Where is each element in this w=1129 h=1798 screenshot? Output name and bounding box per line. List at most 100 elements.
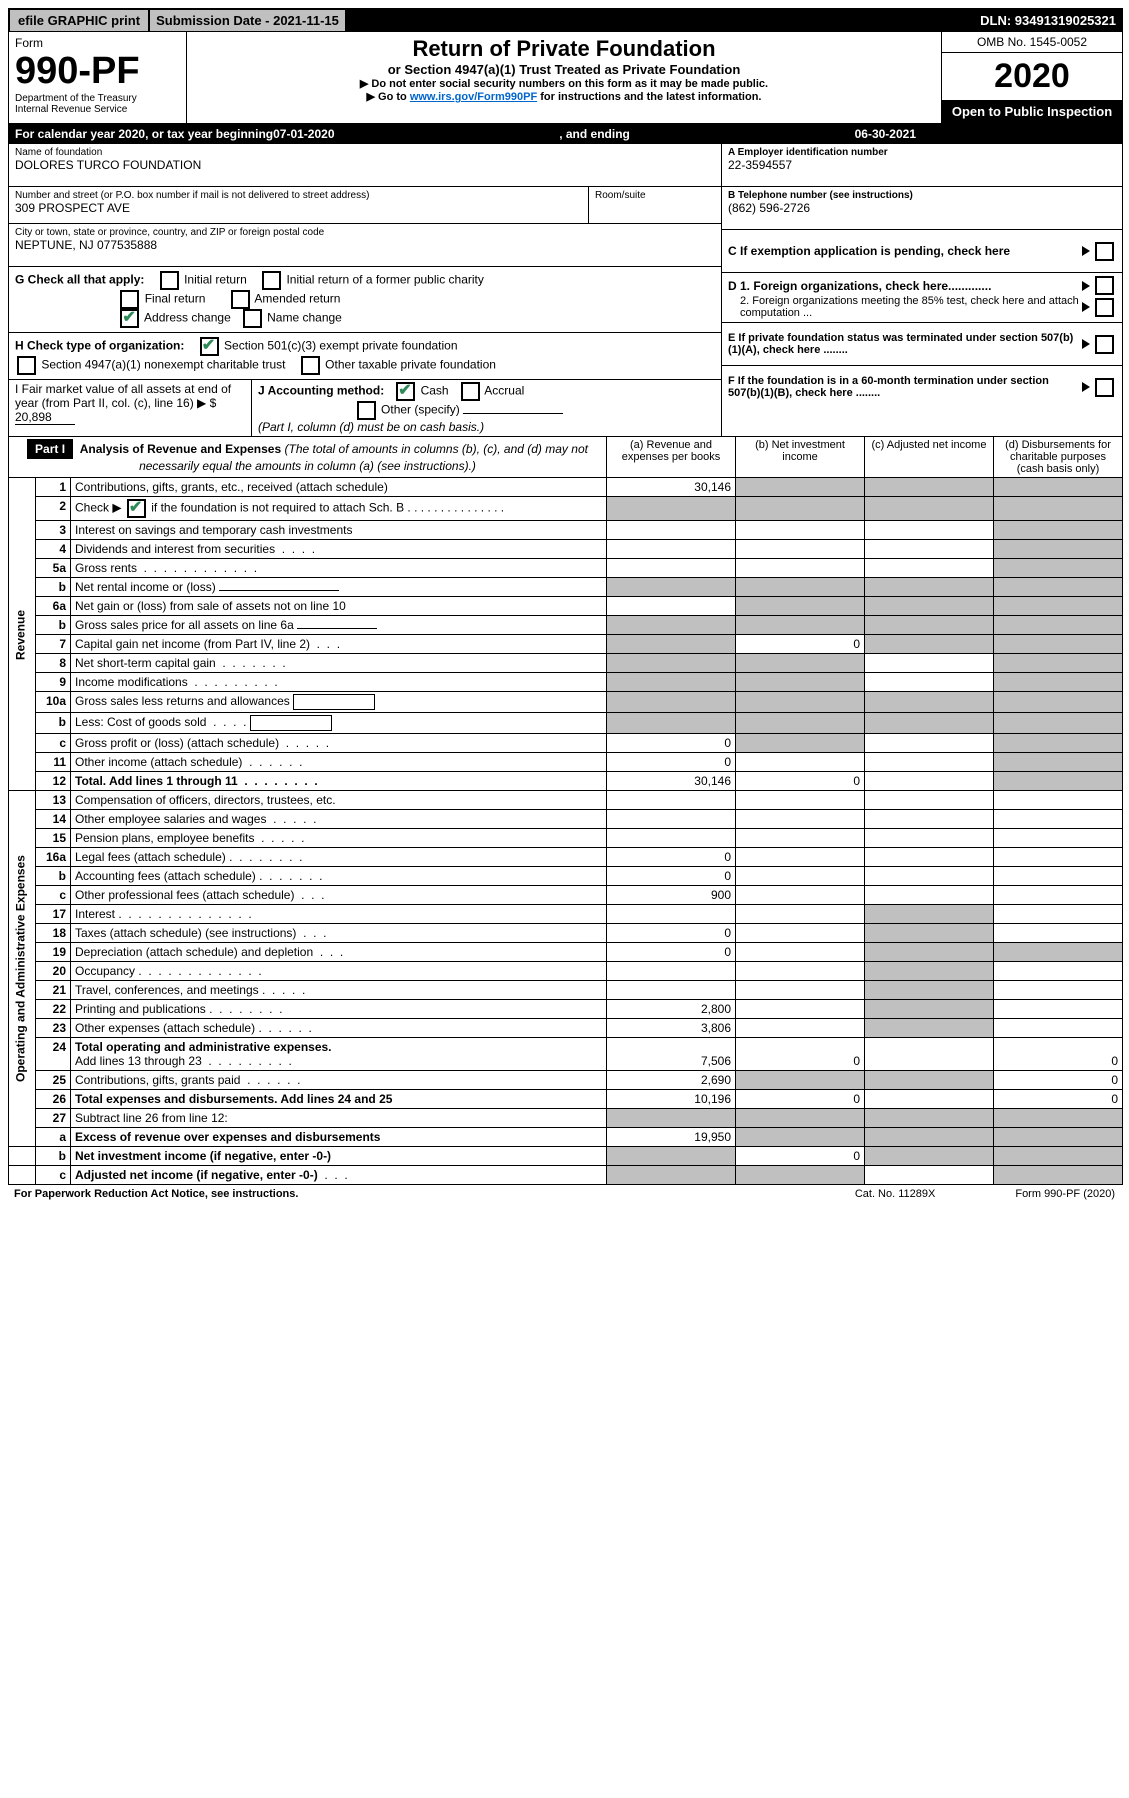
table-row: 9Income modifications . . . . . . . . .: [9, 673, 1122, 692]
table-row: bNet investment income (if negative, ent…: [9, 1147, 1122, 1166]
l2: Check ▶ if the foundation is not require…: [71, 497, 607, 521]
l24-a: 7,506: [607, 1038, 736, 1071]
table-row: 26Total expenses and disbursements. Add …: [9, 1090, 1122, 1109]
section-j: J Accounting method: Cash Accrual Other …: [252, 380, 721, 436]
l27a-a: 19,950: [607, 1128, 736, 1147]
4947-checkbox[interactable]: [17, 356, 36, 375]
l26-d: 0: [994, 1090, 1123, 1109]
d1-label: D 1. Foreign organizations, check here..…: [728, 279, 1079, 293]
table-row: 20Occupancy . . . . . . . . . . . . .: [9, 962, 1122, 981]
other-taxable-label: Other taxable private foundation: [325, 358, 496, 372]
cy-mid: , and ending: [335, 127, 855, 141]
form-container: efile GRAPHIC print Submission Date - 20…: [8, 8, 1123, 1185]
l24: Total operating and administrative expen…: [71, 1038, 607, 1071]
table-row: 23Other expenses (attach schedule) . . .…: [9, 1019, 1122, 1038]
f-checkbox[interactable]: [1095, 378, 1114, 397]
pra-notice: For Paperwork Reduction Act Notice, see …: [14, 1188, 298, 1200]
l10c-a: 0: [607, 734, 736, 753]
l25: Contributions, gifts, grants paid . . . …: [71, 1071, 607, 1090]
l26-b: 0: [736, 1090, 865, 1109]
accrual-checkbox[interactable]: [461, 382, 480, 401]
amended-return: Amended return: [254, 292, 340, 306]
l5a: Gross rents . . . . . . . . . . . .: [71, 559, 607, 578]
col-b-header: (b) Net investment income: [736, 437, 865, 478]
4947-label: Section 4947(a)(1) nonexempt charitable …: [41, 358, 285, 372]
note2-pre: ▶ Go to: [367, 91, 410, 103]
table-row: cGross profit or (loss) (attach schedule…: [9, 734, 1122, 753]
other-taxable-checkbox[interactable]: [301, 356, 320, 375]
l20: Occupancy . . . . . . . . . . . . .: [71, 962, 607, 981]
form-title: Return of Private Foundation: [193, 36, 935, 62]
name-change-checkbox[interactable]: [243, 309, 262, 328]
table-row: bNet rental income or (loss): [9, 578, 1122, 597]
l25-d: 0: [994, 1071, 1123, 1090]
d2-checkbox[interactable]: [1095, 298, 1114, 317]
l12-a: 30,146: [607, 772, 736, 791]
efile-print-button[interactable]: efile GRAPHIC print: [9, 9, 149, 32]
table-row: 4Dividends and interest from securities …: [9, 540, 1122, 559]
year-block: OMB No. 1545-0052 2020 Open to Public In…: [941, 32, 1122, 123]
calendar-year-row: For calendar year 2020, or tax year begi…: [9, 124, 1122, 144]
expenses-side-label: Operating and Administrative Expenses: [9, 791, 36, 1147]
c-checkbox[interactable]: [1095, 242, 1114, 261]
l14: Other employee salaries and wages . . . …: [71, 810, 607, 829]
table-row: bAccounting fees (attach schedule) . . .…: [9, 867, 1122, 886]
cy-pre: For calendar year 2020, or tax year begi…: [15, 127, 273, 141]
title-block: Return of Private Foundation or Section …: [187, 32, 941, 123]
table-row: 25Contributions, gifts, grants paid . . …: [9, 1071, 1122, 1090]
name-label: Name of foundation: [15, 147, 715, 158]
table-row: 16aLegal fees (attach schedule) . . . . …: [9, 848, 1122, 867]
section-g: G Check all that apply: Initial return I…: [9, 267, 721, 333]
501c3-checkbox[interactable]: [200, 337, 219, 356]
l22-a: 2,800: [607, 1000, 736, 1019]
amended-return-checkbox[interactable]: [231, 290, 250, 309]
l1-a: 30,146: [607, 478, 736, 497]
l24-d: 0: [994, 1038, 1123, 1071]
l12: Total. Add lines 1 through 11 . . . . . …: [71, 772, 607, 791]
form-footer: Form 990-PF (2020): [1015, 1188, 1115, 1200]
table-row: 19Depreciation (attach schedule) and dep…: [9, 943, 1122, 962]
l7: Capital gain net income (from Part IV, l…: [71, 635, 607, 654]
part1-badge: Part I: [27, 439, 73, 459]
cat-no: Cat. No. 11289X: [855, 1188, 936, 1200]
table-row: 7Capital gain net income (from Part IV, …: [9, 635, 1122, 654]
section-h: H Check type of organization: Section 50…: [9, 333, 721, 379]
ein-value: 22-3594557: [728, 158, 1116, 172]
name-change: Name change: [267, 311, 342, 325]
phone-label: B Telephone number (see instructions): [728, 190, 1116, 201]
phone-value: (862) 596-2726: [728, 201, 1116, 215]
e-label: E If private foundation status was termi…: [728, 332, 1079, 356]
submission-date-label: Submission Date - 2021-11-15: [149, 9, 346, 32]
schb-checkbox[interactable]: [127, 499, 146, 518]
form-subtitle: or Section 4947(a)(1) Trust Treated as P…: [193, 62, 935, 77]
entity-right: A Employer identification number 22-3594…: [721, 144, 1122, 436]
cash-checkbox[interactable]: [396, 382, 415, 401]
e-row: E If private foundation status was termi…: [722, 323, 1122, 366]
initial-return-checkbox[interactable]: [160, 271, 179, 290]
final-return: Final return: [145, 292, 206, 306]
room-label: Room/suite: [595, 190, 715, 201]
c-row: C If exemption application is pending, c…: [722, 230, 1122, 273]
h-label: H Check type of organization:: [15, 339, 184, 353]
table-row: 24Total operating and administrative exp…: [9, 1038, 1122, 1071]
l24-b: 0: [736, 1038, 865, 1071]
other-method-checkbox[interactable]: [357, 401, 376, 420]
d1-checkbox[interactable]: [1095, 276, 1114, 295]
501c3-label: Section 501(c)(3) exempt private foundat…: [224, 339, 457, 353]
tax-year: 2020: [942, 53, 1122, 100]
l23-a: 3,806: [607, 1019, 736, 1038]
dln-label: DLN: 93491319025321: [974, 10, 1122, 31]
initial-former: Initial return of a former public charit…: [286, 273, 483, 287]
other-specify-input[interactable]: [463, 413, 563, 414]
l9: Income modifications . . . . . . . . .: [71, 673, 607, 692]
initial-former-checkbox[interactable]: [262, 271, 281, 290]
address-change-checkbox[interactable]: [120, 309, 139, 328]
g-label: G Check all that apply:: [15, 273, 144, 287]
part1-table: Part I Analysis of Revenue and Expenses …: [9, 436, 1122, 1184]
table-row: 17Interest . . . . . . . . . . . . . .: [9, 905, 1122, 924]
l5b: Net rental income or (loss): [71, 578, 607, 597]
e-checkbox[interactable]: [1095, 335, 1114, 354]
section-i: I Fair market value of all assets at end…: [9, 380, 252, 436]
form-link[interactable]: www.irs.gov/Form990PF: [410, 91, 537, 103]
l10c: Gross profit or (loss) (attach schedule)…: [71, 734, 607, 753]
